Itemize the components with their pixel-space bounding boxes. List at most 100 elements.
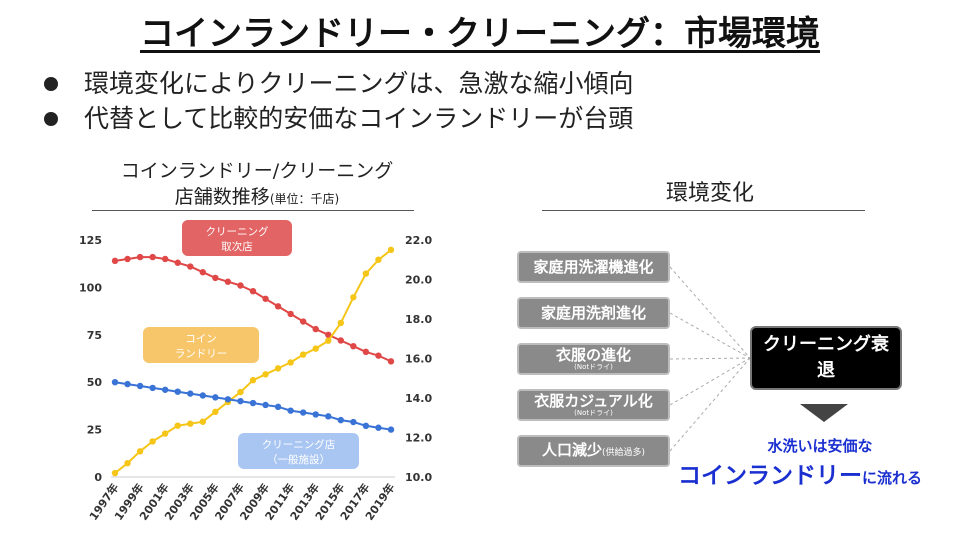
data-point: [387, 426, 395, 433]
data-point: [224, 396, 232, 403]
y-right-tick-label: 10.0: [405, 471, 432, 484]
data-point: [199, 269, 207, 276]
connector-line: [669, 266, 751, 359]
y-left-tick-label: 50: [87, 376, 103, 389]
factor-label: 家庭用洗剤進化: [540, 304, 646, 322]
data-point: [375, 424, 382, 431]
factor-note: (Notドライ): [574, 409, 613, 417]
data-point: [325, 337, 332, 344]
data-point: [375, 256, 382, 263]
y-left-tick-label: 75: [87, 329, 102, 342]
data-point: [299, 351, 307, 358]
bullet-item: 代替として比較的安価なコインランドリーが台頭: [40, 101, 634, 136]
factor-label: 衣服の進化: [555, 346, 631, 364]
data-point: [325, 331, 332, 338]
legend-label-box: [238, 433, 359, 469]
bullet-text: 代替として比較的安価なコインランドリーが台頭: [84, 104, 634, 133]
data-point: [212, 408, 219, 416]
data-point: [312, 345, 319, 352]
factor-label-text: 人口減少: [541, 440, 602, 459]
conclusion-line2: コインランドリーに流れる: [640, 456, 960, 490]
data-point: [337, 319, 345, 327]
data-point: [187, 263, 194, 270]
chart-title-line1: コインランドリー/クリーニング: [120, 160, 394, 182]
y-left-tick-label: 0: [94, 471, 102, 484]
data-point: [375, 352, 382, 359]
connector-line: [669, 312, 751, 359]
conclusion-suffix: に流れる: [861, 469, 922, 487]
legend-label-line1: クリーニング: [206, 225, 269, 238]
bullet-dot-icon: [44, 111, 58, 126]
chart-title-rule: [92, 210, 414, 211]
data-point: [274, 365, 282, 372]
result-box: クリーニング衰退: [750, 326, 902, 390]
env-title: 環境変化: [665, 181, 754, 206]
data-point: [161, 255, 169, 263]
legend-label-box: [143, 327, 259, 363]
bullet-item: 環境変化によりクリーニングは、急激な縮小傾向: [40, 66, 634, 101]
data-point: [350, 294, 357, 301]
page-title: コインランドリー・クリーニング：市場環境: [140, 14, 820, 54]
data-point: [350, 418, 357, 426]
bullet-list: 環境変化によりクリーニングは、急激な縮小傾向 代替として比較的安価なコインランド…: [40, 66, 634, 136]
y-right-tick-label: 12.0: [405, 432, 432, 445]
data-point: [337, 416, 345, 424]
data-point: [124, 459, 131, 467]
data-point: [187, 420, 194, 427]
data-point: [287, 359, 294, 366]
y-right-tick-label: 18.0: [405, 313, 432, 326]
factor-label: 家庭用洗濯機進化: [533, 258, 654, 276]
y-right-tick-label: 20.0: [405, 274, 432, 287]
data-point: [287, 310, 294, 318]
connector-line: [669, 357, 751, 406]
data-point: [149, 438, 156, 445]
env-title-rule: [542, 210, 865, 211]
factor-note: (供給過多): [601, 447, 646, 458]
factor-casual-clothing: 衣服カジュアル化 (Notドライ): [517, 389, 670, 421]
factor-label: 衣服カジュアル化: [534, 392, 653, 410]
chart-title-line2: 店舗数推移(単位：千店): [92, 184, 422, 212]
data-point: [350, 342, 357, 350]
bullet-text: 環境変化によりクリーニングは、急激な縮小傾向: [84, 69, 634, 98]
y-right-tick-label: 14.0: [405, 392, 432, 405]
data-point: [249, 287, 257, 295]
data-point: [187, 390, 194, 397]
data-point: [362, 270, 370, 277]
data-point: [237, 397, 244, 405]
chart-title-unit: (単位：千店): [269, 192, 340, 206]
bullet-dot-icon: [44, 76, 58, 91]
legend-label-line2: ランドリー: [175, 348, 228, 360]
down-arrow-icon: [800, 404, 848, 422]
y-right-tick-label: 22.0: [405, 234, 432, 247]
data-point: [149, 253, 156, 261]
data-point: [237, 282, 244, 289]
y-right-tick-label: 16.0: [405, 353, 432, 366]
factor-note: (Notドライ): [574, 363, 613, 371]
data-point: [212, 394, 219, 401]
legend-label-box: [182, 220, 292, 256]
data-point: [124, 380, 131, 388]
legend-label-line2: 取次店: [221, 240, 253, 253]
data-point: [262, 401, 269, 409]
data-point: [274, 303, 282, 310]
data-point: [287, 407, 294, 414]
data-point: [387, 358, 395, 365]
data-point: [111, 469, 119, 477]
data-point: [312, 325, 319, 333]
y-left-tick-label: 125: [79, 234, 102, 247]
data-point: [299, 409, 307, 416]
data-point: [249, 377, 257, 384]
data-point: [249, 399, 257, 407]
factor-label: 人口減少(供給過多): [542, 442, 645, 461]
data-point: [362, 348, 370, 356]
data-point: [136, 382, 144, 390]
data-point: [111, 379, 119, 386]
factor-detergent: 家庭用洗剤進化: [517, 297, 670, 329]
data-point: [224, 278, 232, 285]
data-point: [124, 255, 131, 263]
data-point: [299, 318, 307, 325]
data-point: [174, 388, 181, 395]
data-point: [199, 418, 207, 425]
legend-label-line2: （一般施設）: [267, 453, 330, 466]
data-point: [199, 392, 207, 399]
